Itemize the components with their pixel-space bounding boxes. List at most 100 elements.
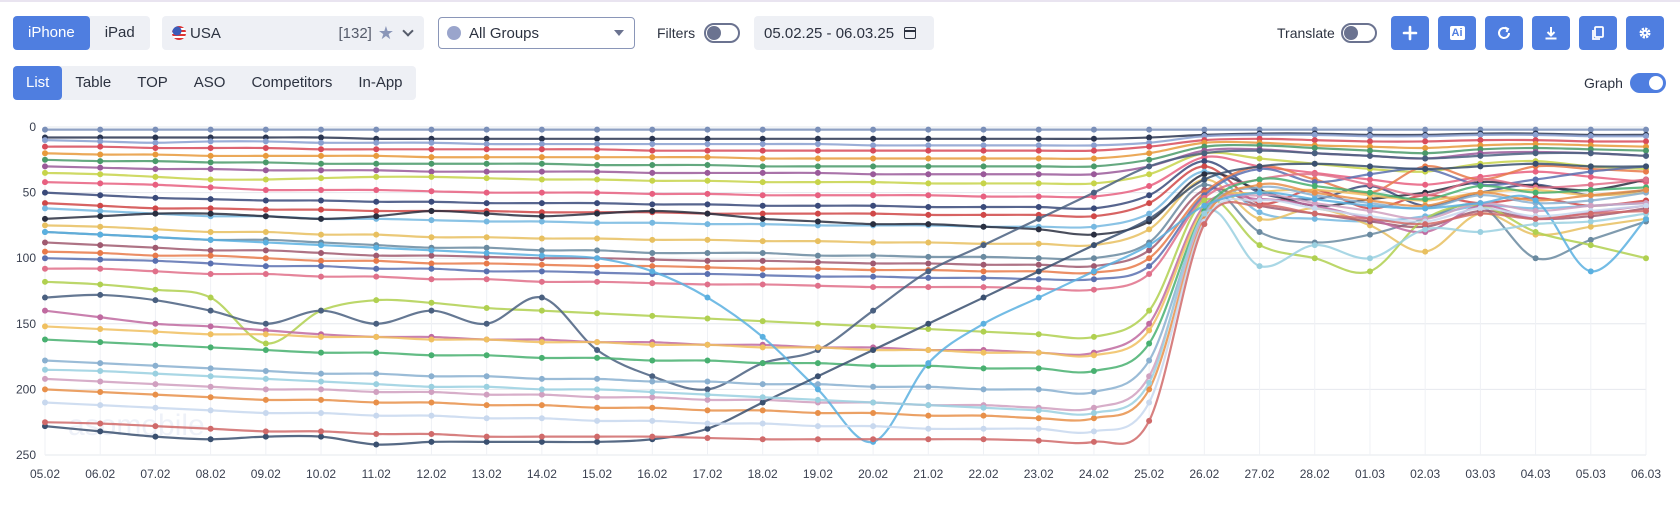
series-point (538, 213, 545, 220)
series-point (1532, 197, 1539, 204)
series-point (42, 386, 48, 393)
series-point (870, 383, 877, 390)
series-point (152, 139, 159, 146)
series-point (759, 420, 766, 427)
series-point (262, 386, 269, 393)
series-point (814, 147, 821, 154)
series-point (704, 154, 711, 161)
filters-toggle[interactable] (704, 23, 740, 43)
chevron-down-icon[interactable] (402, 25, 414, 37)
series-point (1035, 193, 1042, 200)
series-point (980, 126, 987, 133)
series-point (870, 142, 877, 149)
date-range-picker[interactable]: 05.02.25 - 06.03.25 (754, 16, 934, 50)
series-point (538, 235, 545, 242)
series-point (1422, 205, 1429, 212)
group-select[interactable]: All Groups (438, 17, 635, 49)
series-point (483, 189, 490, 196)
series-point (97, 158, 104, 165)
x-tick-label: 14.02 (527, 467, 557, 481)
series-point (97, 378, 104, 385)
series-point (1035, 255, 1042, 262)
tab-table[interactable]: Table (75, 74, 112, 91)
x-tick-label: 21.02 (913, 467, 943, 481)
series-point (373, 370, 380, 377)
series-point (1643, 215, 1649, 222)
tab-top[interactable]: TOP (137, 74, 168, 91)
series-point (704, 357, 711, 364)
series-point (1532, 150, 1539, 157)
y-tick-label: 50 (23, 186, 37, 200)
series-point (594, 146, 601, 153)
series-point (649, 249, 656, 256)
series-point (318, 186, 325, 193)
device-tab-ipad[interactable]: iPad (104, 24, 135, 41)
series-point (759, 333, 766, 340)
series-point (925, 180, 932, 187)
series-point (1311, 150, 1318, 157)
copy-button[interactable] (1579, 16, 1617, 50)
series-point (373, 213, 380, 220)
series-point (428, 188, 435, 195)
series-point (1090, 147, 1097, 154)
series-point (980, 223, 987, 230)
series-point (538, 160, 545, 167)
tab-in-app[interactable]: In-App (358, 74, 403, 91)
series-point (814, 169, 821, 176)
series-point (97, 164, 104, 171)
refresh-button[interactable] (1485, 16, 1523, 50)
series-point (1146, 126, 1153, 133)
series-point (1587, 186, 1594, 193)
series-point (925, 253, 932, 260)
series-point (1366, 197, 1373, 204)
series-point (594, 168, 601, 175)
star-icon[interactable]: ★ (377, 22, 394, 43)
tab-aso[interactable]: ASO (193, 74, 226, 91)
translate-toggle[interactable] (1341, 23, 1377, 43)
series-point (152, 194, 159, 201)
toggle-knob (1649, 76, 1663, 90)
chart-grid (44, 126, 1647, 456)
series-point (925, 284, 932, 291)
series-point (97, 213, 104, 220)
series-point (97, 428, 104, 435)
series-point (207, 144, 214, 151)
download-icon (1545, 27, 1557, 40)
copy-icon (1592, 26, 1604, 40)
series-point (980, 253, 987, 260)
tab-competitors[interactable]: Competitors (251, 74, 333, 91)
x-tick-label: 27.02 (1245, 467, 1275, 481)
plus-icon (1402, 25, 1418, 41)
ai-button[interactable]: Ai (1438, 16, 1476, 50)
tab-list[interactable]: List (13, 66, 63, 100)
series-point (207, 383, 214, 390)
series-point (1643, 202, 1649, 209)
series-point (759, 155, 766, 162)
download-button[interactable] (1532, 16, 1570, 50)
settings-button[interactable] (1626, 16, 1664, 50)
series-point (152, 404, 159, 411)
series-point (1587, 197, 1594, 204)
series-point (97, 143, 104, 150)
series-point (925, 211, 932, 218)
x-tick-label: 04.03 (1521, 467, 1551, 481)
series-point (759, 141, 766, 148)
series-point (980, 193, 987, 200)
add-button[interactable] (1391, 16, 1429, 50)
series-point (1643, 176, 1649, 183)
series-point (428, 217, 435, 224)
series-point (1201, 163, 1208, 170)
view-tabs: List Table TOP ASO Competitors In-App (13, 66, 416, 100)
series-point (152, 165, 159, 172)
series-point (538, 135, 545, 142)
series-point (594, 219, 601, 226)
graph-toggle[interactable] (1630, 73, 1666, 93)
series-point (373, 273, 380, 280)
country-selector[interactable]: USA [132] ★ (162, 16, 424, 50)
series-point (980, 171, 987, 178)
series-point (814, 282, 821, 289)
x-tick-label: 06.02 (85, 467, 115, 481)
device-tab-iphone[interactable]: iPhone (13, 16, 90, 50)
series-point (42, 336, 48, 343)
series-point (373, 320, 380, 327)
